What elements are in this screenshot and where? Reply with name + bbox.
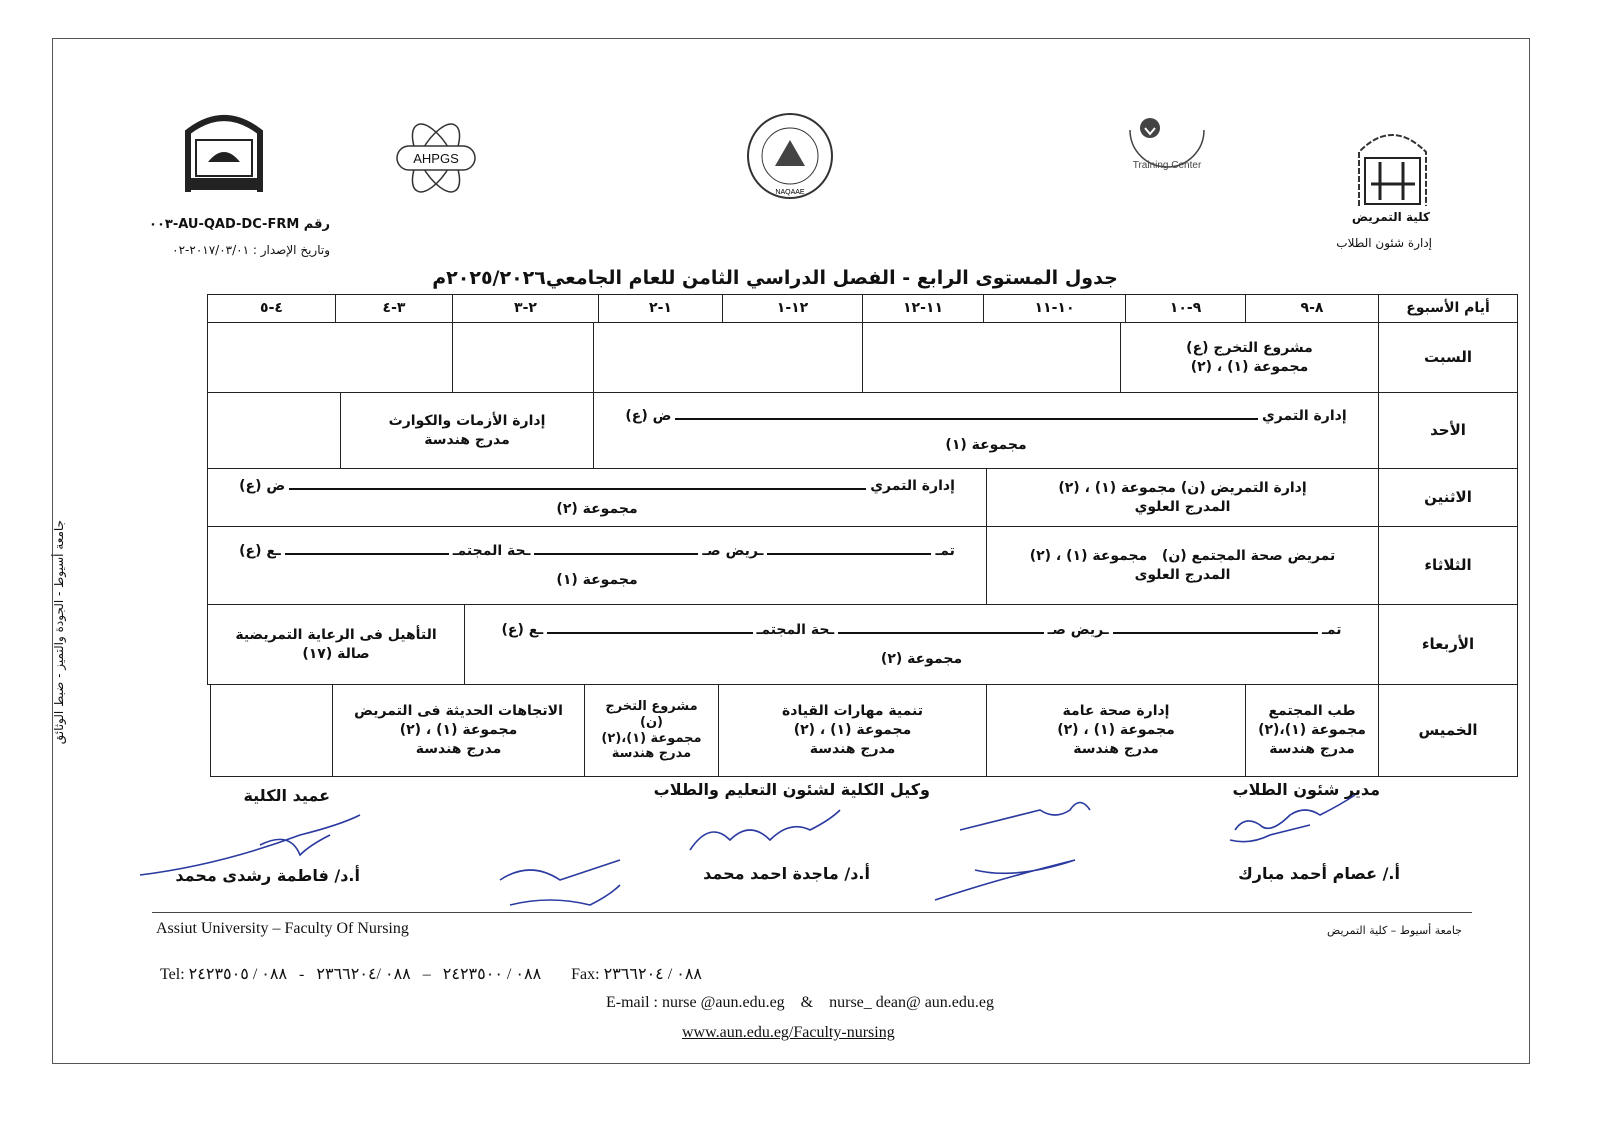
assiut-university-logo xyxy=(1355,122,1430,207)
signatory-name: أ.د/ ماجدة احمد محمد xyxy=(703,864,870,883)
course-title: طب المجتمع xyxy=(1268,703,1356,720)
course-title: تنمية مهارات القيادة xyxy=(782,703,923,720)
course-room: مدرج هندسة xyxy=(415,740,502,757)
faculty-name: كلية التمريض xyxy=(1351,210,1430,224)
footer-tel: Tel: ٠٨٨ / ٢٤٢٣٥٠٠ – ٠٨٨ /٢٣٦٦٢٠٤ - ٠٨٨ … xyxy=(160,966,542,983)
class-cell: تمريض صحة المجتمع (ن) مجموعة (١) ، (٢) ا… xyxy=(986,526,1379,605)
kashida-line xyxy=(289,488,867,491)
course-room: مدرج هندسة xyxy=(424,431,510,448)
course-title-end: ض (ع) xyxy=(239,477,286,494)
svg-text:Training Center: Training Center xyxy=(1133,160,1202,171)
course-group: مجموعة (٢) xyxy=(880,650,963,667)
kashida-line xyxy=(284,553,449,556)
issue-date: وتاريخ الإصدار : ٢٠١٧/٠٣/٠١-٠٢ xyxy=(172,243,330,257)
class-cell: طب المجتمع مجموعة (١)،(٢) مدرج هندسة xyxy=(1245,684,1379,777)
kashida-line xyxy=(767,553,932,556)
course-title-part: ـريض صـ xyxy=(1047,621,1109,638)
course-title: إدارة التمريض (ن) مجموعة (١) ، (٢) xyxy=(1058,479,1307,496)
naqaae-logo: NAQAAE xyxy=(745,110,835,202)
course-room: المدرج العلوى xyxy=(1134,566,1231,583)
course-title-part: ـريض صـ xyxy=(702,542,764,559)
class-cell: الاتجاهات الحديثة فى التمريض مجموعة (١) … xyxy=(332,684,585,777)
kashida-line xyxy=(547,632,753,635)
class-cell: مشروع التخرج (ن) مجموعة (١)،(٢) مدرج هند… xyxy=(584,684,719,777)
course-room: صالة (١٧) xyxy=(302,645,370,662)
signatory-name: أ./ عصام أحمد مبارك xyxy=(1238,864,1400,883)
course-group: مجموعة (١) xyxy=(556,571,638,588)
footer-institution-en: Assiut University – Faculty Of Nursing xyxy=(156,920,409,937)
ahpgs-logo: AHPGS xyxy=(393,118,479,198)
course-title-end: ض (ع) xyxy=(625,407,672,424)
kashida-line xyxy=(1112,632,1319,635)
svg-text:AHPGS: AHPGS xyxy=(413,151,459,166)
course-title-part: ـحة المجتمـ xyxy=(756,621,835,638)
class-cell: مشروع التخرج (ع) مجموعة (١) ، (٢) xyxy=(1120,322,1379,393)
course-title: تمريض صحة المجتمع (ن) مجموعة (١) ، (٢) xyxy=(1029,547,1336,564)
course-title: إدارة التمري ض (ع) xyxy=(625,407,1346,426)
course-group: مجموعة (١) ، (٢) xyxy=(1057,722,1175,739)
form-code: رقم AU-QAD-DC-FRM-٠٠٣ xyxy=(149,217,330,232)
signature-role: وكيل الكلية لشئون التعليم والطلاب xyxy=(653,780,930,799)
course-group: مجموعة (١) xyxy=(945,436,1027,453)
kashida-line xyxy=(838,632,1044,635)
signatory-name: أ.د/ فاطمة رشدى محمد xyxy=(175,866,360,885)
course-room: مدرج هندسة xyxy=(611,746,692,762)
course-title-part: ـحة المجتمـ xyxy=(452,542,531,559)
faculty-logo xyxy=(178,112,270,194)
course-group: مجموعة (١) ، (٢) xyxy=(1190,358,1309,375)
footer-fax: Fax: ٠٨٨ / ٢٣٦٦٢٠٤ xyxy=(571,966,702,983)
course-title: إدارة التمري ض (ع) xyxy=(239,477,955,496)
signature-role: مدير شئون الطلاب xyxy=(1232,780,1380,799)
signature-role: عميد الكلية xyxy=(243,786,330,805)
course-title-end: ـع (ع) xyxy=(501,621,544,638)
course-room: المدرج العلوي xyxy=(1134,498,1231,515)
course-group: مجموعة (٢) xyxy=(556,500,638,517)
course-type: (ن) xyxy=(640,714,663,730)
kashida-line xyxy=(534,553,699,556)
office-name: إدارة شئون الطلاب xyxy=(1336,236,1432,250)
footer-website-link[interactable]: www.aun.edu.eg/Faculty-nursing xyxy=(682,1024,895,1041)
page-frame xyxy=(52,38,1530,1064)
course-title-start: تمـ xyxy=(1322,621,1342,638)
course-title: تمـ ـريض صـ ـحة المجتمـ ـع (ع) xyxy=(239,542,955,561)
footer-email: E-mail : nurse @aun.edu.eg & nurse_ dean… xyxy=(605,994,995,1011)
course-room: مدرج هندسة xyxy=(1073,740,1159,757)
empty-cell xyxy=(210,684,333,777)
course-title: إدارة صحة عامة xyxy=(1062,703,1170,720)
course-title: إدارة الأزمات والكوارث xyxy=(388,412,546,429)
course-title: الاتجاهات الحديثة فى التمريض xyxy=(354,703,563,720)
class-cell: إدارة صحة عامة مجموعة (١) ، (٢) مدرج هند… xyxy=(986,684,1246,777)
course-title: مشروع التخرج xyxy=(605,699,698,715)
course-title-start: إدارة التمري xyxy=(1261,407,1347,424)
course-room: مدرج هندسة xyxy=(809,740,896,757)
course-title-start: تمـ xyxy=(935,542,955,559)
course-title-end: ـع (ع) xyxy=(239,542,281,559)
course-group: مجموعة (١)،(٢) xyxy=(1258,722,1366,739)
course-group: مجموعة (١) ، (٢) xyxy=(793,722,912,739)
page-title: جدول المستوى الرابع - الفصل الدراسي الثا… xyxy=(432,267,1118,289)
course-title-start: إدارة التمري xyxy=(870,477,955,494)
course-room: مدرج هندسة xyxy=(1269,740,1355,757)
svg-text:NAQAAE: NAQAAE xyxy=(775,189,805,196)
footer-contact-row: Tel: ٠٨٨ / ٢٤٢٣٥٠٠ – ٠٨٨ /٢٣٦٦٢٠٤ - ٠٨٨ … xyxy=(160,964,702,984)
course-title: تمـ ـريض صـ ـحة المجتمـ ـع (ع) xyxy=(502,621,1342,640)
footer-divider xyxy=(152,912,1472,913)
course-group: مجموعة (١)،(٢) xyxy=(601,730,702,746)
course-title: التأهيل فى الرعاية التمريضية xyxy=(235,626,437,643)
class-cell: التأهيل فى الرعاية التمريضية صالة (١٧) xyxy=(207,604,465,685)
training-center-logo: Training Center xyxy=(1122,100,1212,180)
course-group: مجموعة (١) ، (٢) xyxy=(399,722,518,739)
course-title: مشروع التخرج (ع) xyxy=(1186,339,1313,356)
kashida-line xyxy=(675,418,1258,421)
footer-institution-ar: جامعة أسيوط – كلية التمريض xyxy=(1327,924,1462,937)
